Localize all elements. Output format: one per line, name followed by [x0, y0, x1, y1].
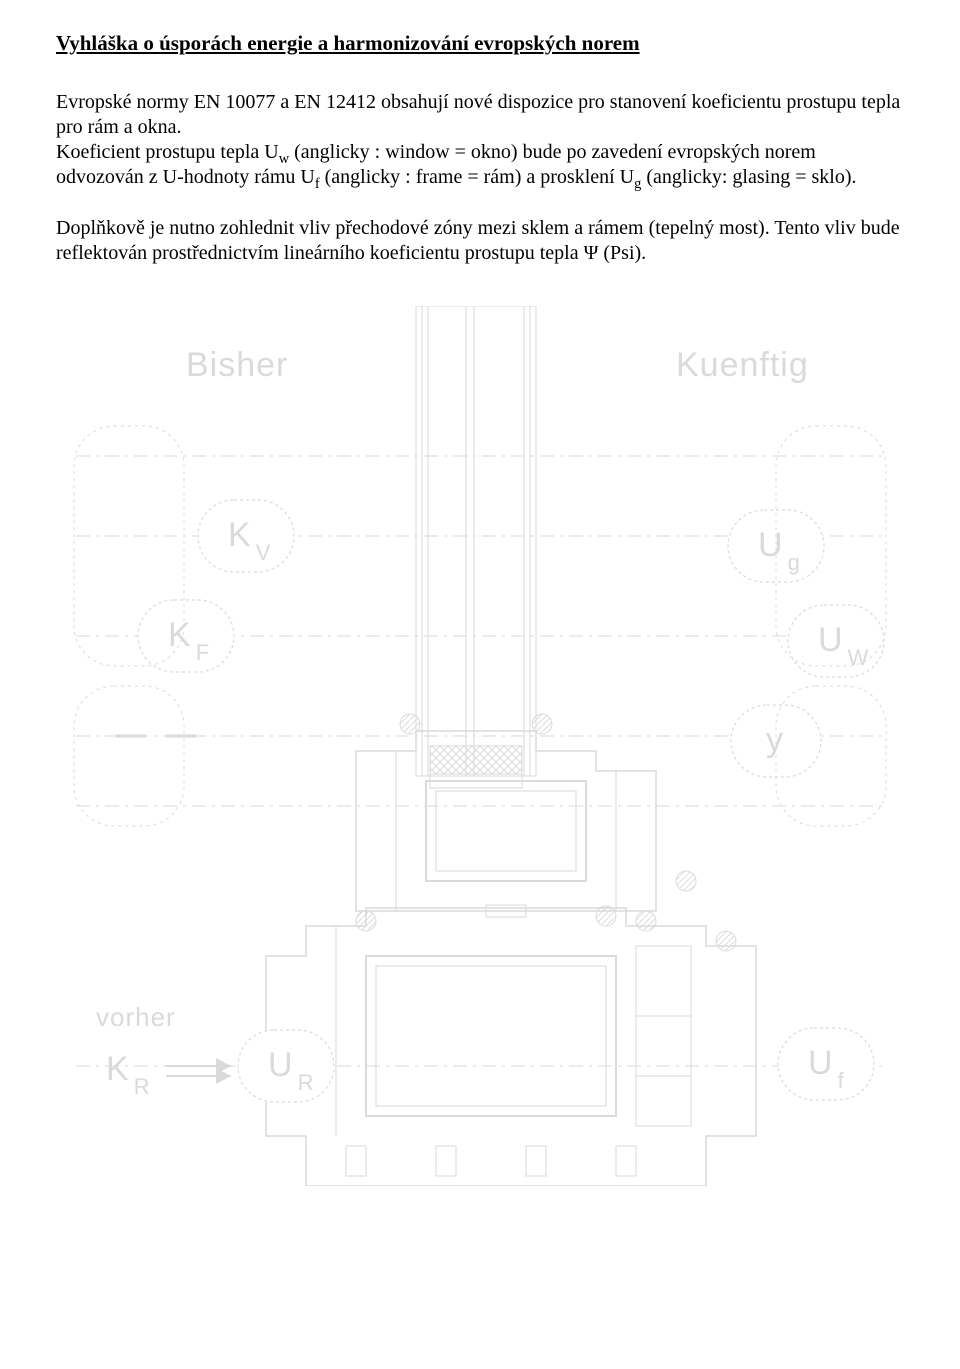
svg-text:y: y: [766, 721, 784, 759]
p1-line1: Evropské normy EN 10077 a EN 12412 obsah…: [56, 91, 900, 138]
paragraph-2: Doplňkově je nutno zohlednit vliv přecho…: [56, 216, 904, 266]
page-title: Vyhláška o úsporách energie a harmonizov…: [56, 30, 904, 56]
page: Vyhláška o úsporách energie a harmonizov…: [0, 0, 960, 1186]
svg-text:Bisher: Bisher: [186, 346, 288, 384]
p1-part3: (anglicky : frame = rám) a prosklení U: [320, 166, 635, 188]
p1-part4: (anglicky: glasing = sklo).: [641, 166, 856, 188]
svg-text:KR: KR: [106, 1050, 151, 1099]
svg-text:vorher: vorher: [96, 1002, 176, 1032]
diagram-container: BisherKuenftigKVKFUgUWyURUfvorherKR: [56, 306, 904, 1186]
svg-text:Kuenftig: Kuenftig: [676, 346, 809, 384]
paragraph-1: Evropské normy EN 10077 a EN 12412 obsah…: [56, 90, 904, 190]
window-profile-diagram: BisherKuenftigKVKFUgUWyURUfvorherKR: [56, 306, 904, 1186]
p1-sub1: w: [279, 151, 289, 167]
p1-part1: Koeficient prostupu tepla U: [56, 141, 279, 163]
